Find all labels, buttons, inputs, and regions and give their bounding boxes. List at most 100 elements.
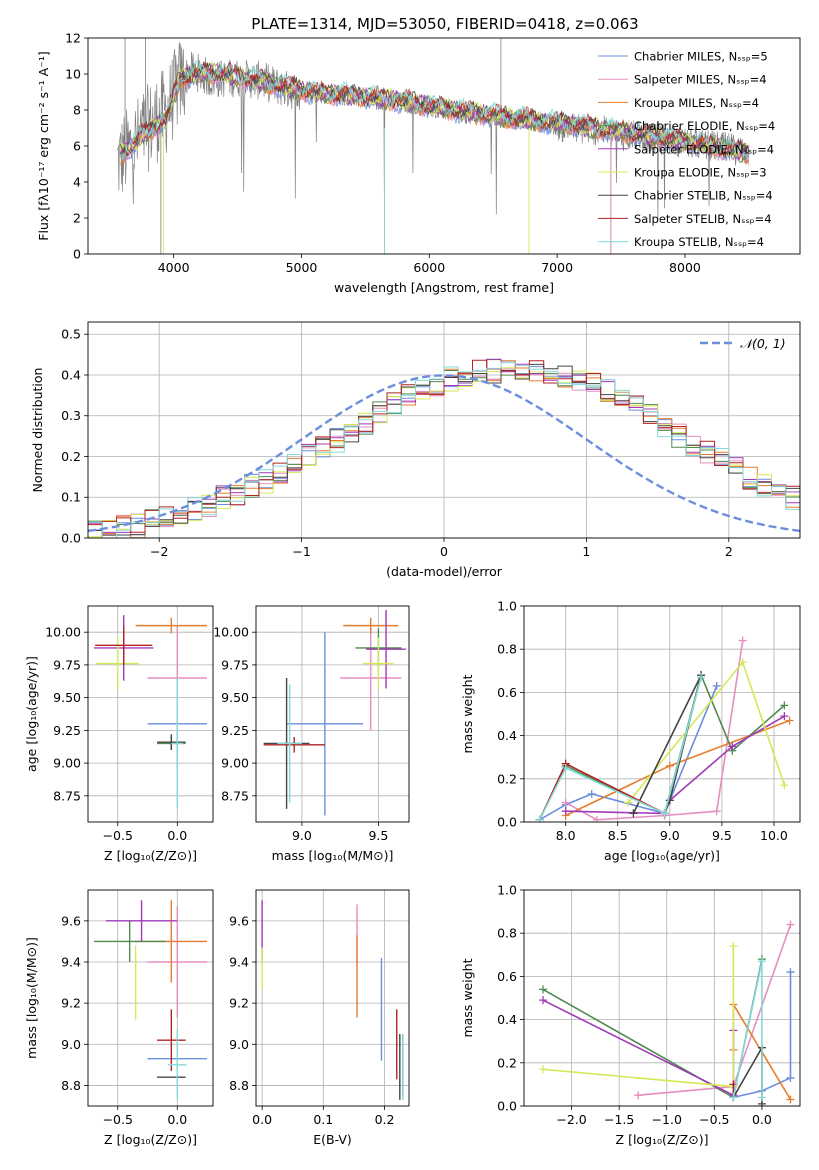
series-marker-kelodie [729,942,738,951]
x-tick-label: 0.0 [167,828,187,843]
plot-area [93,900,208,1100]
y-tick-label: 10 [65,67,81,82]
series-line-celodie [538,672,785,821]
y-tick-label: 9.0 [229,1037,249,1052]
y-tick-label: 8 [73,103,81,118]
x-axis-label: wavelength [Angstrom, rest frame] [334,280,554,295]
panels: 4000 5000 6000 7000 8000024681012wavelength … [24,31,801,1147]
series-line-celodie [542,958,763,1099]
series-marker-smiles [786,920,795,929]
series-marker-kstelib [757,1093,766,1102]
y-tick-label: 8.75 [221,788,249,803]
series-marker-kelodie [780,781,789,790]
series-line-kelodie [627,660,786,804]
x-tick-label: 6000 [413,260,445,275]
y-axis-label: Flux [fλ10⁻¹⁷ erg cm⁻² s⁻¹ A⁻¹] [36,51,51,240]
y-tick-label: 9.4 [229,955,249,970]
legend-label: Kroupa MILES, Nₛₛₚ=4 [634,96,759,110]
legend-label: Chabrier ELODIE, Nₛₛₚ=4 [634,119,775,133]
y-tick-label: 9.4 [61,955,81,970]
y-tick-label: 0.6 [497,969,517,984]
y-tick-label: 9.50 [53,690,81,705]
series-marker-smiles [738,636,747,645]
x-axis-label: age [log₁₀(age/yr)] [604,848,720,863]
y-tick-label: 0.1 [61,490,81,505]
y-tick-label: 0.0 [497,1099,517,1114]
series-marker-cstelib [665,796,674,805]
plot-area [88,358,800,538]
y-tick-label: 9.75 [221,657,249,672]
series-marker-cmiles [587,789,596,798]
series-marker-kmiles [785,716,794,725]
x-tick-label: 8.0 [556,828,576,843]
panel-weight-vs-z: −2.0 −1.5 −1.0 −0.5 0.0 0.0 0.2 0.4 0.6 0.8 1.0 Z [… [460,883,801,1147]
x-tick-label: 10.0 [760,828,788,843]
panel-weight-vs-age: 8.0 8.5 9.0 9.5 10.0 0.0 0.2 0.4 0.6 0.8 1.0 age [l… [460,599,801,863]
panel-mass-vs-ebv: 0.0 0.1 0.2 8.8 9.0 9.2 9.4 9.6 E(B-V) [229,889,410,1147]
series-marker-celodie [539,985,548,994]
y-tick-label: 0.2 [497,771,517,786]
y-tick-label: 4 [73,175,81,190]
series-marker-kstelib [660,809,669,818]
x-tick-label: 0.2 [375,1112,395,1127]
y-axis-label: Normed distribution [30,368,45,493]
legend-label: Kroupa ELODIE, Nₛₛₚ=3 [634,166,767,180]
legend-label: Salpeter ELODIE, Nₛₛₚ=4 [634,142,774,156]
legend-label: Chabrier MILES, Nₛₛₚ=5 [634,50,768,64]
series-marker-kelodie [539,1065,548,1074]
x-tick-label: −0.5 [699,1112,729,1127]
x-tick-label: 9.5 [368,828,388,843]
y-tick-label: 0.2 [497,1055,517,1070]
axes-frame [255,889,410,1107]
plot-area [117,38,750,254]
x-tick-label: −0.5 [103,828,133,843]
series-line-cstelib [632,674,702,814]
series-marker-cmiles [786,968,795,977]
x-tick-label: −0.5 [103,1112,133,1127]
series-marker-smiles [561,798,570,807]
x-tick-label: 4000 [158,260,190,275]
series-marker-selodie [728,742,737,751]
series-marker-cmiles [786,1073,795,1082]
series-marker-selodie [539,996,548,1005]
y-tick-label: 8.75 [53,788,81,803]
panel-residuals: −2 −1 0 1 2 0.0 0.1 0.2 0.3 0.4 0.5 (data-model)/er… [30,321,801,579]
axes-frame [255,605,410,823]
plot-area [535,636,794,822]
series-marker-cstelib [629,809,638,818]
panel-age-vs-mass: 9.0 9.5 8.75 9.00 9.25 9.50 9.75 10.00 mass [log… [213,605,410,863]
y-tick-label: 9.25 [221,723,249,738]
axes-frame [87,889,214,1107]
legend-label: Kroupa STELIB, Nₛₛₚ=4 [634,235,764,249]
series-marker-smiles [634,1091,643,1100]
axes-frame [87,321,801,539]
x-tick-label: −1.0 [652,1112,682,1127]
panel-mass-vs-z: −0.5 0.0 8.8 9.0 9.2 9.4 9.6 Z [log₁₀(Z/Z⊙)] mas… [24,889,214,1147]
y-tick-label: 0.8 [497,642,517,657]
series-marker-kstelib [757,957,766,966]
y-tick-label: 0.0 [61,531,81,546]
y-tick-label: 8.8 [61,1078,81,1093]
y-axis-label: mass weight [460,958,475,1037]
model-spectrum-kstelib [119,59,750,161]
series-marker-kelodie [624,798,633,807]
x-axis-label: mass [log₁₀(M/M⊙)] [272,848,394,863]
y-tick-label: 9.75 [53,657,81,672]
y-tick-label: 0.3 [61,408,81,423]
series-line-kstelib [538,677,702,821]
legend-label: 𝒩(0, 1) [740,336,786,351]
figure-title: PLATE=1314, MJD=53050, FIBERID=0418, z=0… [251,15,638,33]
y-tick-label: 9.2 [61,996,81,1011]
y-tick-label: 1.0 [497,599,517,614]
x-tick-label: 9.0 [660,828,680,843]
x-tick-label: −1.5 [604,1112,634,1127]
x-axis-label: Z [log₁₀(Z/Z⊙)] [616,1132,709,1147]
plot-area [93,615,208,809]
series-marker-kstelib [729,1093,738,1102]
series-line-selodie [565,715,785,815]
series-marker-cmiles [712,681,721,690]
series-marker-selodie [561,807,570,816]
axes-frame [523,605,801,823]
y-axis-label: age [log₁₀(age/yr)] [24,656,39,772]
x-tick-label: 8.5 [608,828,628,843]
